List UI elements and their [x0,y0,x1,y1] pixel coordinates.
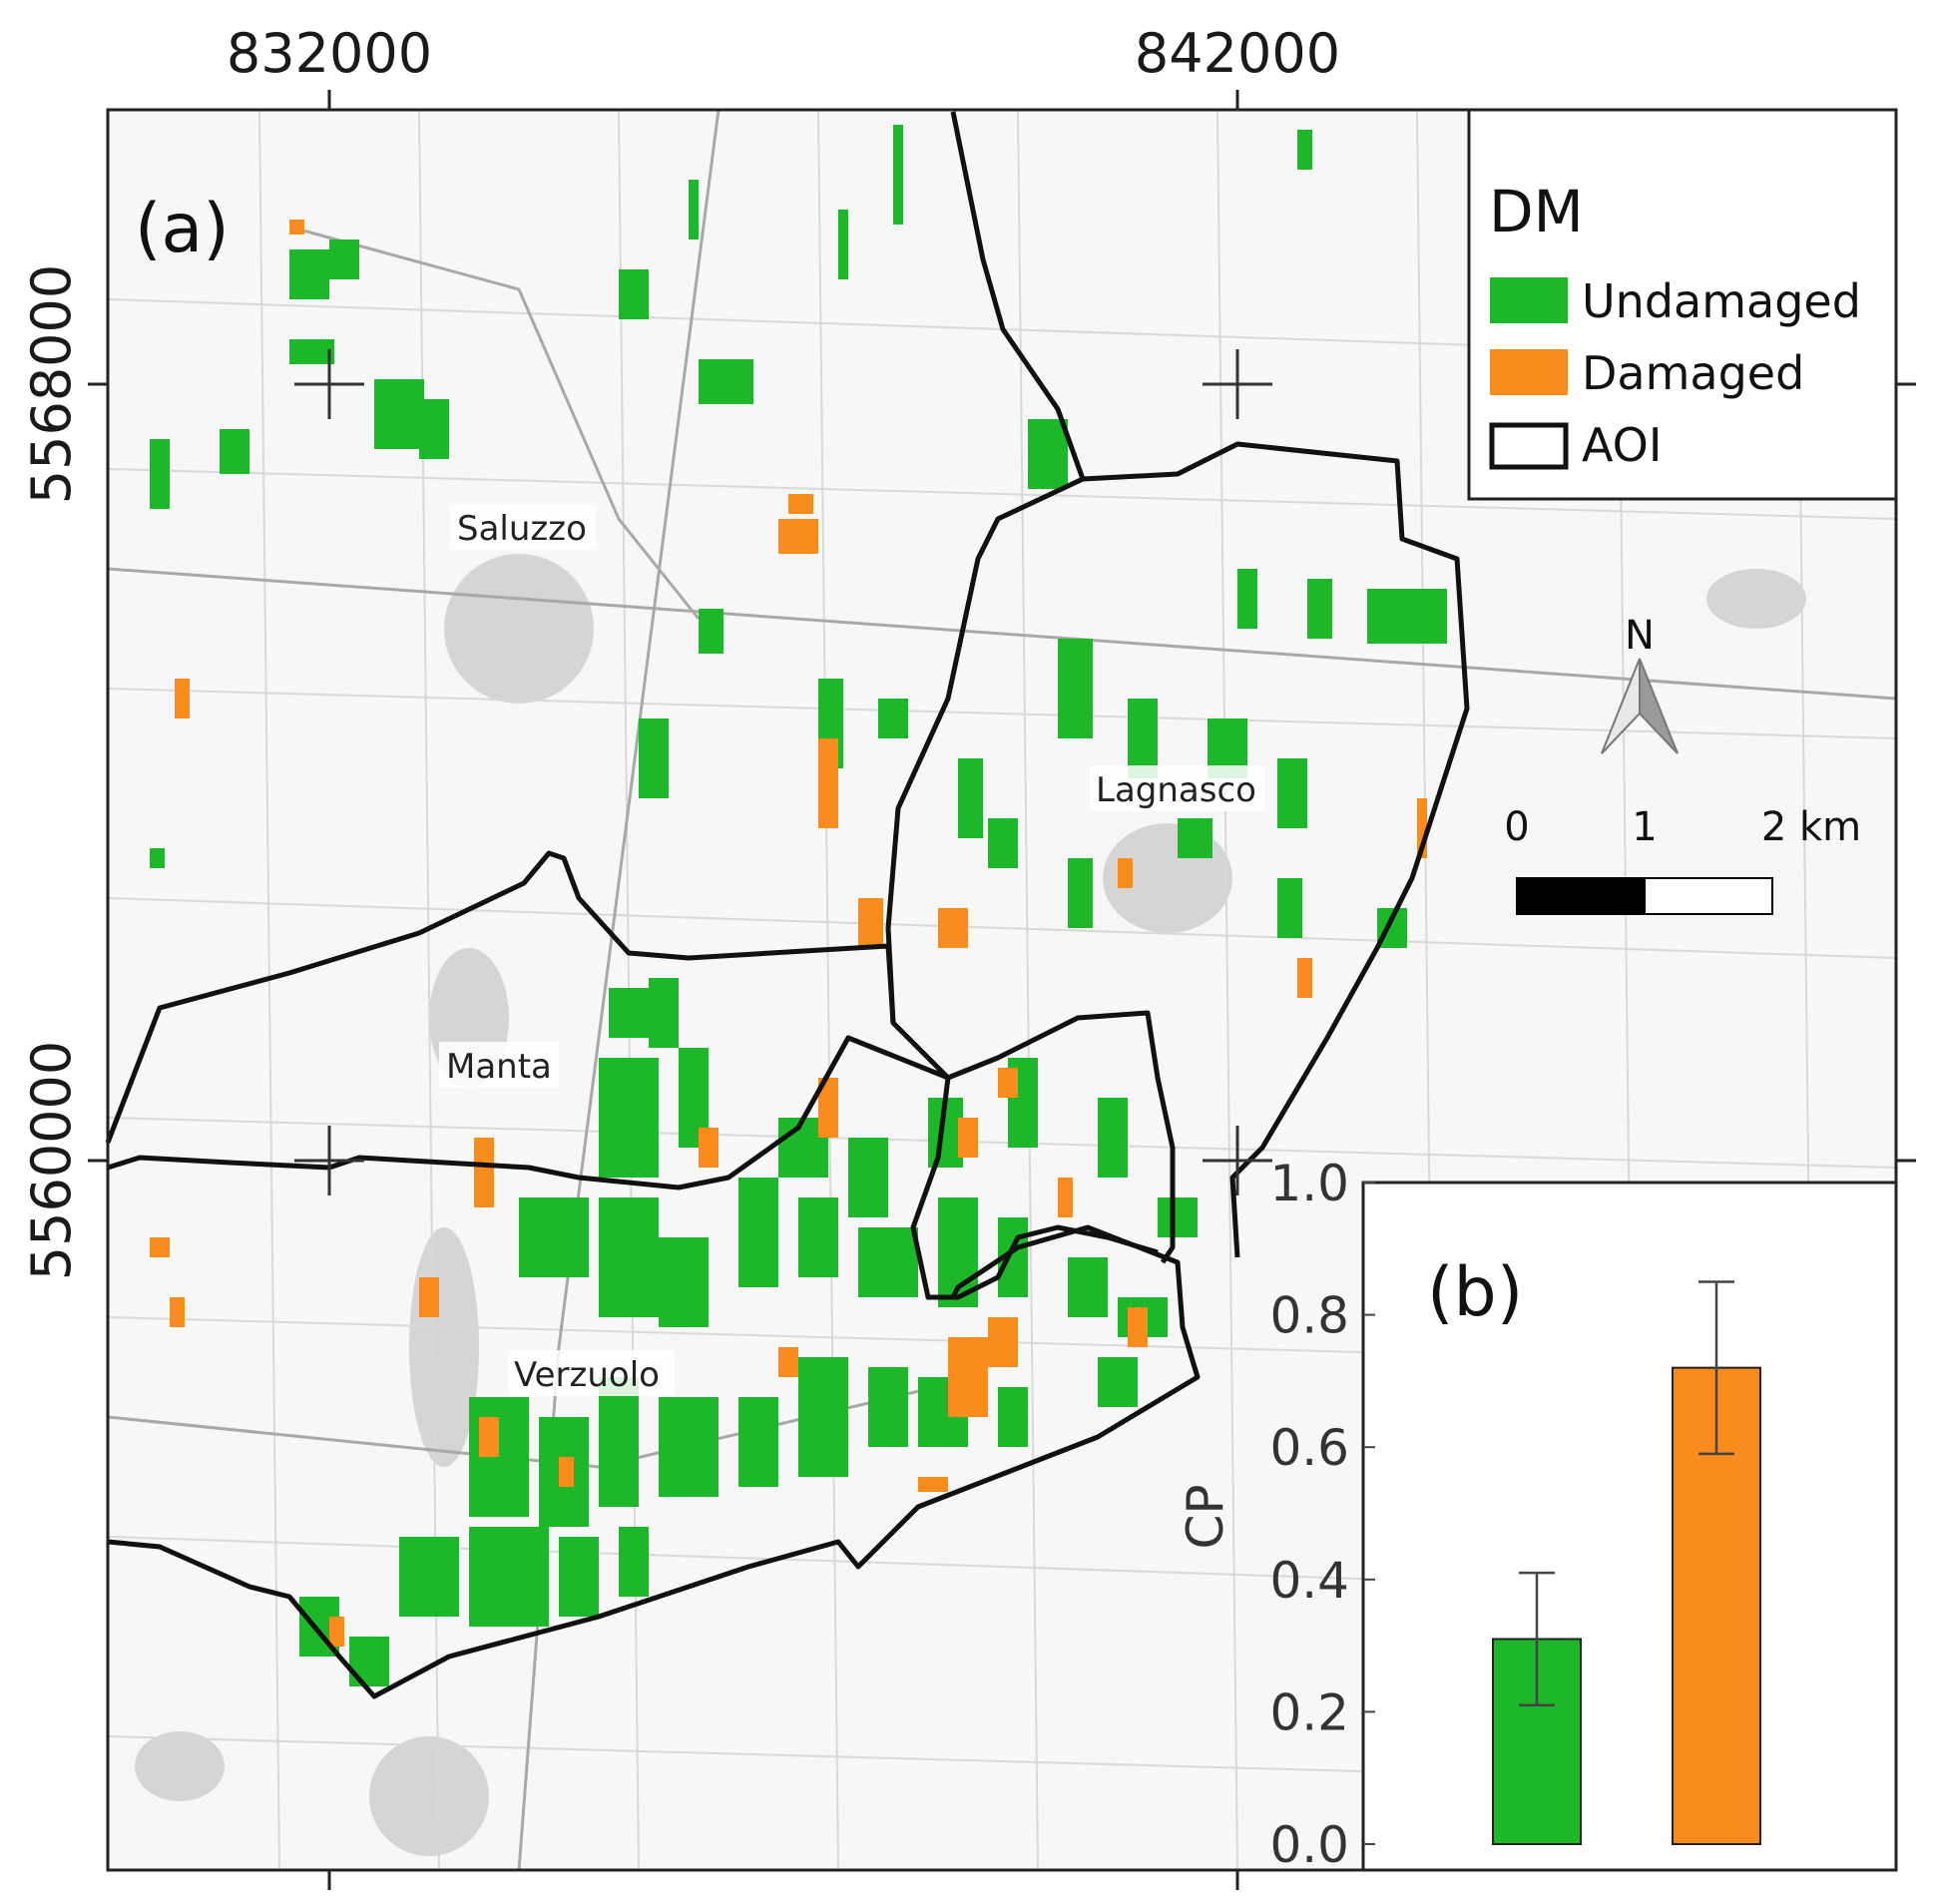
place-label-saluzzo: Saluzzo [457,509,587,549]
y-tick-label: 1.0 [1269,1155,1349,1212]
legend-label-aoi: AOI [1582,418,1662,472]
undamaged-parcels [150,125,1447,1686]
place-labels: Saluzzo Lagnasco Manta Verzuolo [439,504,1265,1396]
north-label: N [1625,613,1655,659]
y-tick-label: 5568000 [20,264,83,505]
place-label-lagnasco: Lagnasco [1096,770,1256,810]
legend-title: DM [1489,178,1584,245]
field-parcels [150,125,1447,1686]
y-ticks: 0.0 0.2 0.4 0.6 0.8 1.0 [1269,1155,1375,1874]
y-tick-label: 0.6 [1269,1419,1349,1477]
legend-label-damaged: Damaged [1582,346,1804,400]
y-tick-label: 0.2 [1269,1683,1349,1741]
panel-label-b: (b) [1427,1253,1523,1332]
roads [108,110,1896,1870]
aoi-verzuolo [107,1224,1201,1699]
damaged-parcels [150,220,1427,1647]
aoi-manta [105,850,896,1144]
scale-label-2: 2 km [1761,804,1861,850]
legend: DM Undamaged Damaged AOI [1467,108,1898,501]
panel-label-a: (a) [135,190,230,268]
y-tick-label: 0.4 [1269,1552,1349,1610]
aoi-inner-loop [910,1077,1159,1300]
legend-label-undamaged: Undamaged [1582,274,1861,328]
y-tick-label: 0.0 [1269,1816,1349,1874]
error-bar-damaged [1698,1280,1734,1456]
y-axis-label: CP [1177,1484,1234,1549]
legend-swatch-damaged [1490,349,1568,395]
x-tick-label: 832000 [227,22,432,85]
map-frame [106,108,1898,1872]
scale-label-0: 0 [1504,804,1529,850]
aoi-north [950,111,1470,1258]
legend-swatch-undamaged [1490,277,1568,323]
grid-crosses [294,349,1272,1195]
place-label-manta: Manta [446,1047,552,1087]
y-tick-label: 5560000 [20,1041,83,1281]
y-tick-label: 0.8 [1269,1287,1349,1345]
x-tick-label: 842000 [1135,22,1340,85]
north-arrow: N [1601,613,1679,754]
legend-swatch-aoi [1489,422,1569,470]
scale-label-1: 1 [1632,804,1657,850]
bars [1492,1280,1761,1845]
inset-chart: (b) CP 0.0 0.2 0.4 0.6 0.8 1.0 [1177,1155,1898,1874]
scale-bar: 0 1 2 km [1504,804,1861,915]
aoi-central [107,1035,949,1190]
error-bar-undamaged [1519,1571,1555,1707]
inset-chart-box [1361,1181,1898,1872]
aoi-boundaries [105,111,1470,1699]
frame-ticks [88,90,1916,1890]
place-label-verzuolo: Verzuolo [514,1355,660,1395]
